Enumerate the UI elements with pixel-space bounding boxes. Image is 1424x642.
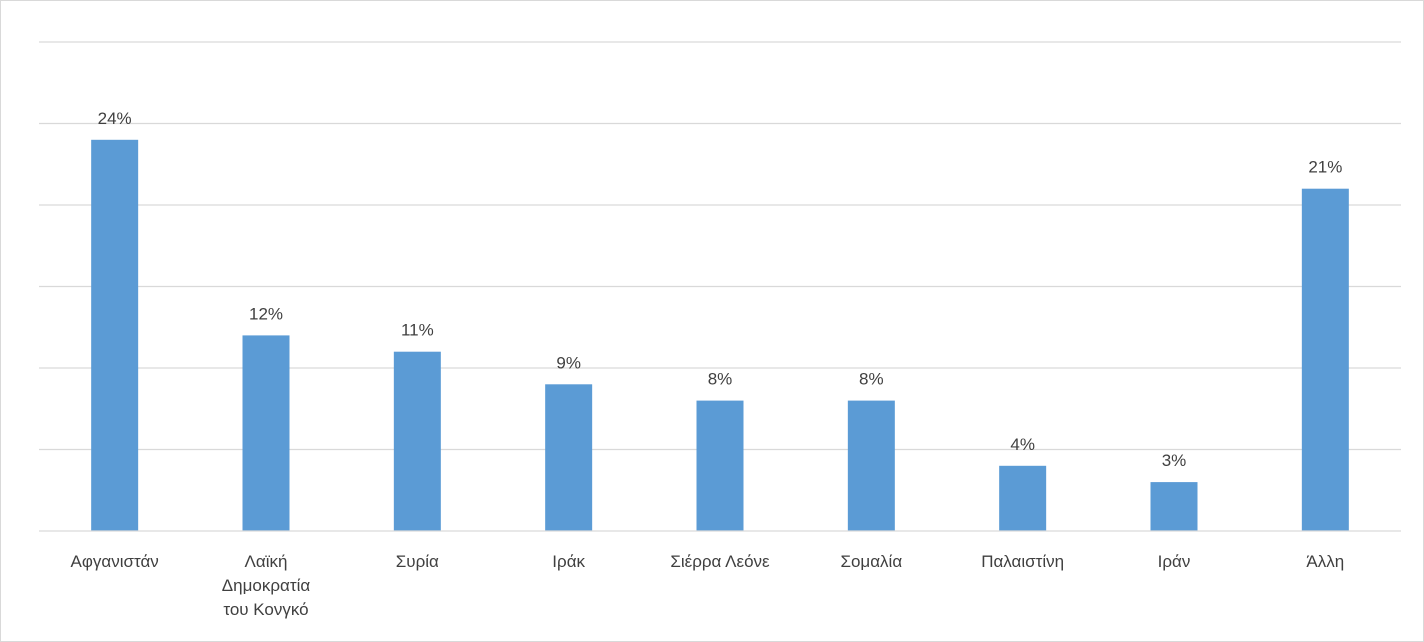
data-label: 8%: [859, 370, 884, 389]
category-label: Σομαλία: [840, 552, 902, 571]
bar: [545, 384, 593, 531]
bar: [242, 335, 290, 531]
category-label: Συρία: [396, 552, 439, 571]
bar: [999, 465, 1047, 531]
category-label-line: Σιέρρα Λεόνε: [670, 552, 770, 571]
category-label: Αφγανιστάν: [71, 552, 159, 571]
data-label: 11%: [401, 321, 434, 340]
bar: [393, 351, 441, 531]
category-label-line: Συρία: [396, 552, 439, 571]
bar: [847, 400, 895, 531]
category-label-line: Παλαιστίνη: [981, 552, 1064, 571]
category-label: Ιράκ: [552, 552, 585, 571]
category-label-line: Ιράν: [1158, 552, 1191, 571]
bar: [1150, 482, 1198, 531]
category-label-line: Σομαλία: [840, 552, 902, 571]
data-label: 9%: [556, 353, 581, 372]
bar: [91, 139, 139, 532]
data-label: 4%: [1010, 435, 1035, 454]
category-label: Παλαιστίνη: [981, 552, 1064, 571]
category-label-line: του Κονγκό: [223, 600, 308, 619]
data-label: 21%: [1308, 158, 1342, 177]
category-label-line: Άλλη: [1306, 552, 1344, 571]
category-label-line: Λαϊκή: [245, 552, 288, 571]
data-label: 8%: [708, 370, 733, 389]
bar: [696, 400, 744, 531]
category-label: Σιέρρα Λεόνε: [670, 552, 770, 571]
category-label-line: Δημοκρατία: [222, 576, 311, 595]
bar: [1301, 188, 1349, 531]
data-label: 3%: [1162, 451, 1187, 470]
category-label-line: Αφγανιστάν: [71, 552, 159, 571]
category-label-line: Ιράκ: [552, 552, 585, 571]
category-label: Άλλη: [1306, 552, 1344, 571]
category-label: Ιράν: [1158, 552, 1191, 571]
category-label: Λαϊκή Δημοκρατία του Κονγκό: [222, 552, 311, 619]
data-label: 12%: [249, 304, 283, 323]
data-label: 24%: [98, 109, 132, 128]
